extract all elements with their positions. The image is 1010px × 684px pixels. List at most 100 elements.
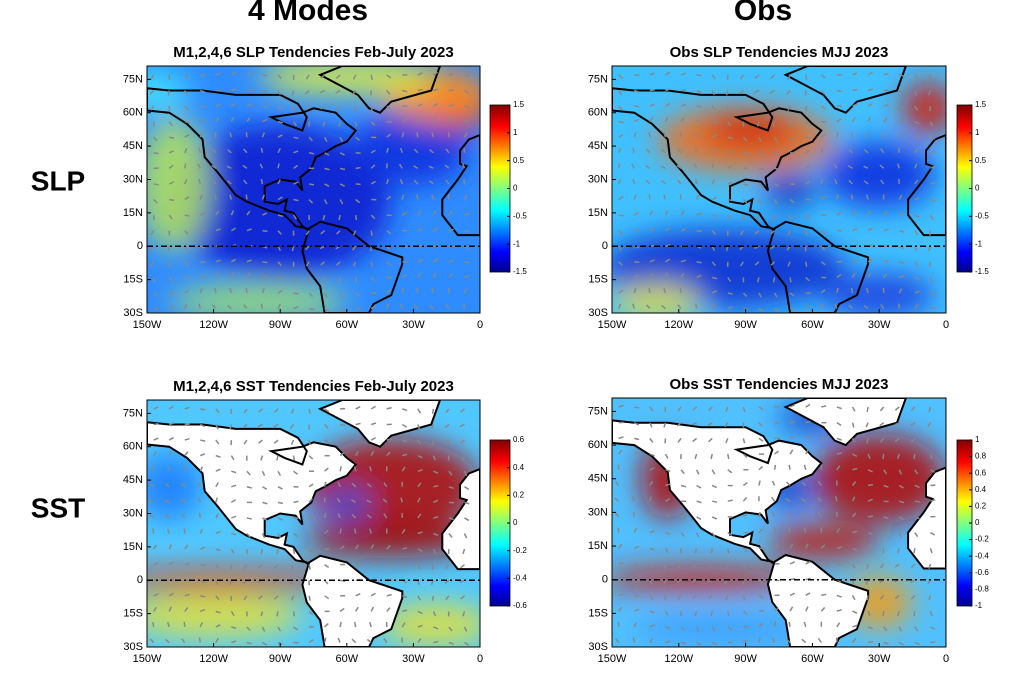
wind-arrow <box>691 579 697 583</box>
wind-arrow <box>308 498 313 503</box>
y-tick-label: 30S <box>588 307 608 319</box>
wind-arrow <box>149 498 155 503</box>
wind-arrow <box>867 116 871 122</box>
wind-arrow <box>914 532 919 538</box>
wind-arrow <box>153 451 158 457</box>
wind-arrow <box>725 595 729 601</box>
wind-arrow <box>184 606 189 612</box>
wind-arrow <box>632 147 635 153</box>
wind-arrow <box>773 199 778 205</box>
wind-arrow <box>805 121 810 126</box>
wind-arrow <box>463 533 468 539</box>
wind-arrow <box>852 610 858 614</box>
wind-arrow <box>399 147 404 154</box>
wind-arrow <box>790 166 796 170</box>
wind-arrow <box>725 246 729 252</box>
wind-arrow <box>618 289 624 294</box>
wind-arrow <box>821 593 827 597</box>
wind-arrow <box>417 580 421 586</box>
wind-arrow <box>914 641 920 646</box>
colorbar-tick-label: 1.5 <box>513 100 525 109</box>
field-blob <box>302 522 480 558</box>
wind-arrow <box>634 451 640 455</box>
wind-arrow <box>184 105 189 111</box>
wind-arrow <box>293 626 298 631</box>
colorbar-tick-label: -1.5 <box>513 267 527 276</box>
wind-arrow <box>180 498 186 503</box>
x-tick-label: 30W <box>868 319 891 331</box>
wind-arrow <box>445 179 450 185</box>
wind-arrow <box>928 595 932 601</box>
wind-arrow <box>320 105 326 110</box>
wind-arrow <box>277 517 283 521</box>
wind-arrow <box>370 105 373 112</box>
wind-arrow <box>226 149 232 154</box>
wind-arrow <box>914 484 920 489</box>
wind-arrow <box>386 178 389 185</box>
wind-arrow <box>200 89 206 93</box>
wind-arrow <box>851 563 856 569</box>
wind-arrow <box>727 198 733 202</box>
x-tick-label: 60W <box>335 653 358 665</box>
wind-arrow <box>432 116 437 122</box>
wind-arrow <box>459 423 465 428</box>
wind-arrow <box>883 469 888 475</box>
wind-arrow <box>292 455 296 461</box>
wind-arrow <box>448 486 454 490</box>
wind-arrow <box>336 497 341 503</box>
wind-arrow <box>277 501 284 505</box>
wind-arrow <box>199 118 206 123</box>
wind-arrow <box>320 74 326 79</box>
wind-arrow <box>370 121 376 126</box>
wind-arrow <box>645 304 651 310</box>
wind-arrow <box>323 199 328 205</box>
coastline <box>301 220 404 313</box>
wind-arrow <box>355 606 359 612</box>
wind-arrow <box>229 287 233 294</box>
wind-arrow <box>930 469 936 473</box>
wind-arrow <box>432 455 437 461</box>
wind-arrow <box>245 287 248 294</box>
wind-arrow <box>649 610 655 614</box>
x-tick-label: 150W <box>598 319 627 331</box>
wind-arrow <box>200 408 206 411</box>
wind-arrow <box>758 136 762 143</box>
wind-arrow <box>649 579 653 585</box>
wind-arrow <box>772 121 776 127</box>
wind-arrow <box>649 259 655 263</box>
coastline <box>766 220 870 313</box>
wind-arrow <box>339 607 345 613</box>
wind-arrow <box>663 132 667 138</box>
wind-arrow <box>277 470 282 476</box>
wind-arrow <box>448 626 453 632</box>
wind-arrow <box>354 277 358 283</box>
wind-arrow <box>417 454 423 459</box>
wind-arrow <box>464 89 470 94</box>
wind-arrow <box>292 611 296 617</box>
wind-arrow <box>460 564 465 569</box>
wind-arrow <box>243 439 248 445</box>
wind-arrow <box>417 210 422 216</box>
wind-arrow <box>215 408 220 414</box>
wind-arrow <box>836 211 842 216</box>
wind-arrow <box>930 531 936 536</box>
wind-arrow <box>260 147 264 153</box>
wind-arrow <box>897 610 900 617</box>
wind-arrow <box>805 214 810 220</box>
wind-arrow <box>197 163 201 169</box>
row-heading: SLP <box>31 165 85 196</box>
wind-arrow <box>242 164 248 169</box>
wind-arrow <box>308 307 315 311</box>
wind-arrow <box>246 517 252 520</box>
wind-arrow <box>725 438 729 444</box>
wind-arrow <box>758 152 764 156</box>
wind-arrow <box>167 90 170 96</box>
wind-arrow <box>930 626 936 630</box>
wind-arrow <box>914 120 920 125</box>
coastline <box>612 87 823 232</box>
wind-arrow <box>355 292 361 297</box>
wind-arrow <box>631 496 635 502</box>
wind-arrow <box>649 437 654 443</box>
wind-arrow <box>262 118 268 123</box>
